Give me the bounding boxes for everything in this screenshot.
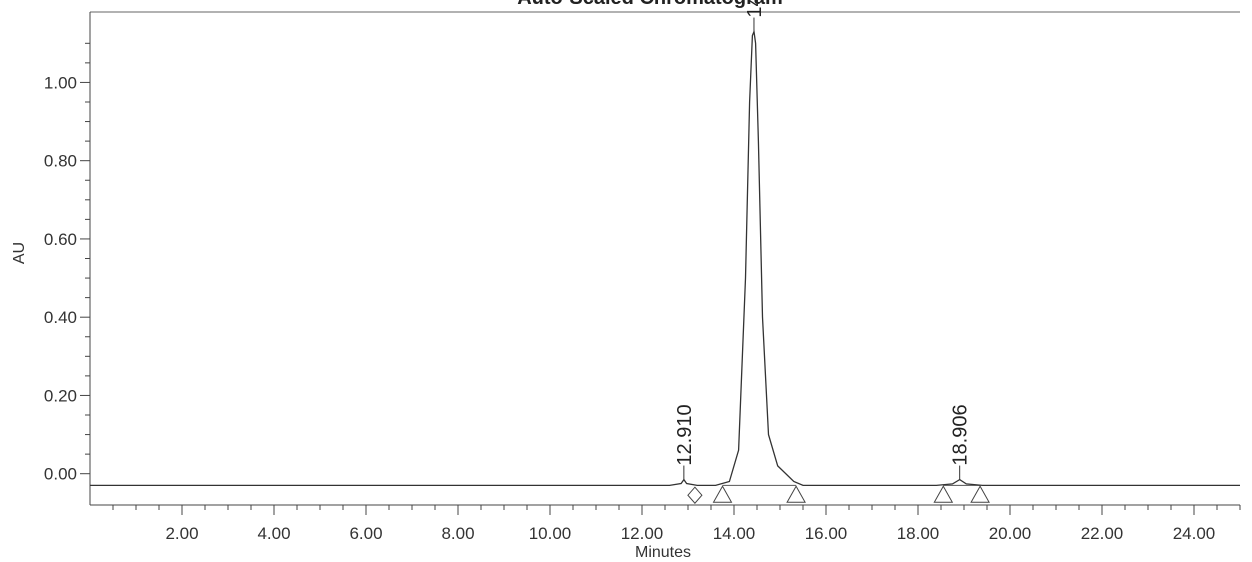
peak-label: 12.910 [674,404,696,465]
y-axis: 0.00 0.20 0.40 0.60 0.80 1.00 [44,12,91,505]
y-tick-label: 0.00 [44,465,77,484]
x-tick-label: 14.00 [713,524,756,543]
x-tick-label: 22.00 [1081,524,1124,543]
x-tick-label: 4.00 [257,524,290,543]
x-tick-label: 24.00 [1173,524,1216,543]
y-tick-label: 0.40 [44,308,77,327]
x-axis-title: Minutes [635,544,691,561]
y-tick-label: 0.20 [44,386,77,405]
series-line [90,29,1240,487]
x-tick-label: 10.00 [529,524,572,543]
integration-markers [687,485,990,504]
x-tick-label: 6.00 [349,524,382,543]
x-tick-label: 8.00 [441,524,474,543]
peak-label: 14.434 [744,0,766,18]
x-tick-label: 20.00 [989,524,1032,543]
chart-title: Auto-Scaled Chromatogram [517,0,783,9]
peak-labels: 12.910 14.434 18.906 [674,0,972,480]
y-tick-label: 1.00 [44,73,77,92]
triangle-marker [970,485,990,503]
triangle-marker [933,485,954,503]
triangle-marker [712,485,733,503]
series-group [90,29,1240,487]
triangle-marker [786,485,806,503]
y-tick-label: 0.60 [44,230,77,249]
x-tick-label: 2.00 [165,524,198,543]
x-tick-label: 16.00 [805,524,848,543]
peak-label: 18.906 [950,404,972,465]
x-tick-label: 18.00 [897,524,940,543]
x-tick-label: 12.00 [621,524,664,543]
y-tick-label: 0.80 [44,152,77,171]
y-axis-title: AU [11,242,28,264]
diamond-marker [687,486,703,504]
x-axis: 2.00 4.00 6.00 8.00 10.00 12.00 14.00 16.00 18.0… [90,504,1241,543]
